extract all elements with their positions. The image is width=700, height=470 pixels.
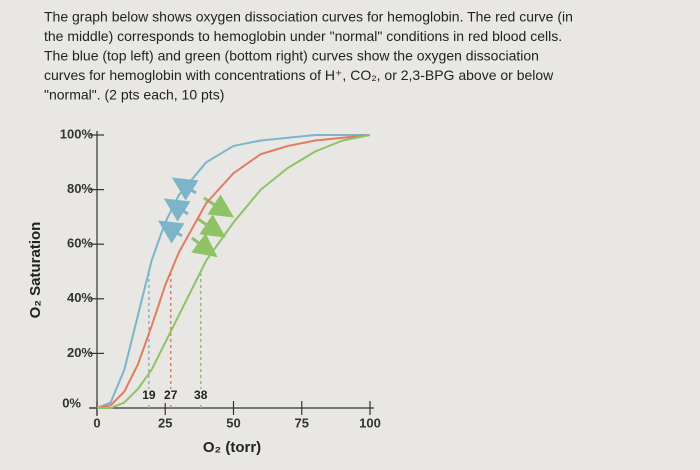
- x-tick-label: 25: [158, 415, 172, 430]
- reference-label: 19: [142, 388, 156, 402]
- reference-label-bg: [191, 389, 210, 403]
- arrows: [157, 177, 235, 258]
- reference-label-bg: [161, 389, 180, 403]
- y-axis-label: O₂ Saturation: [27, 222, 44, 319]
- reference-label: 27: [164, 388, 178, 402]
- reference-label: 38: [194, 388, 208, 402]
- y-tick-label: 0%: [62, 395, 81, 410]
- question-line: The blue (top left) and green (bottom ri…: [44, 48, 539, 64]
- reference-label-bg: [139, 389, 158, 403]
- x-tick-label: 100: [359, 415, 381, 430]
- x-tick-label: 0: [93, 415, 100, 430]
- y-tick-label: 40%: [67, 290, 93, 305]
- x-tick-label: 50: [226, 415, 240, 430]
- x-tick-label: 75: [295, 415, 309, 430]
- x-axis-label: O₂ (torr): [203, 439, 261, 456]
- curve: [96, 134, 370, 409]
- question-line: The graph below shows oxygen dissociatio…: [44, 9, 573, 25]
- y-tick-label: 80%: [67, 181, 93, 196]
- question-line: "normal". (2 pts each, 10 pts): [44, 87, 224, 103]
- curve: [97, 134, 371, 409]
- y-tick-label: 20%: [67, 345, 93, 360]
- y-tick-label: 100%: [60, 126, 94, 141]
- curve: [96, 134, 371, 409]
- question-line: curves for hemoglobin with concentration…: [44, 67, 554, 83]
- question-line: the middle) corresponds to hemoglobin un…: [44, 28, 562, 44]
- y-tick-label: 60%: [67, 236, 93, 251]
